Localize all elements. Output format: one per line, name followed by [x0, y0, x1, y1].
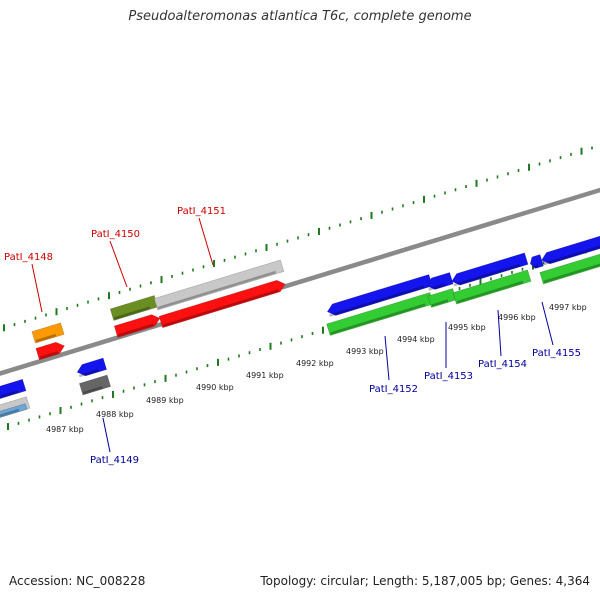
gene-4148-orange[interactable]: [31, 322, 65, 344]
gene-label-4153[interactable]: PatI_4153: [424, 371, 473, 382]
scale-label-4990: 4990 kbp: [196, 383, 234, 392]
gene-left-lightblue[interactable]: [0, 403, 28, 421]
scale-label-4989: 4989 kbp: [146, 396, 184, 405]
gene-4148-red[interactable]: [35, 340, 66, 361]
gene-4156-blue[interactable]: [540, 233, 600, 266]
scale-label-4987: 4987 kbp: [46, 425, 84, 434]
gene-4149-darkgray[interactable]: [79, 374, 111, 396]
gene-4151-red[interactable]: [158, 278, 287, 329]
gene-label-4154[interactable]: PatI_4154: [478, 359, 527, 370]
scale-label-4988: 4988 kbp: [96, 410, 134, 419]
leader-line-4150: [109, 240, 128, 288]
leader-line-4155: [541, 301, 554, 346]
gene-4150-red[interactable]: [113, 313, 161, 338]
leader-line-4152: [384, 335, 390, 381]
gene-4153-blue[interactable]: [425, 272, 454, 291]
gene-4153-green[interactable]: [427, 288, 457, 308]
gene-4149-blue[interactable]: [75, 357, 107, 378]
gene-label-4150[interactable]: PatI_4150: [91, 229, 140, 240]
lower-tick-ring: [7, 245, 597, 431]
genome-backbone: [0, 187, 600, 376]
gene-4155-blue[interactable]: [529, 254, 544, 270]
gene-label-4152[interactable]: PatI_4152: [369, 384, 418, 395]
upper-tick-ring: [3, 146, 593, 332]
scale-label-4994: 4994 kbp: [397, 335, 435, 344]
gene-4156-green[interactable]: [539, 251, 600, 285]
map-title: Pseudoalteromonas atlantica T6c, complet…: [128, 9, 472, 24]
scale-label-4993: 4993 kbp: [346, 347, 384, 356]
gene-4154-green[interactable]: [452, 269, 532, 305]
gene-left-blue[interactable]: [0, 378, 27, 400]
leader-line-4151: [198, 217, 214, 266]
scale-label-4992: 4992 kbp: [296, 359, 334, 368]
scale-label-4995: 4995 kbp: [448, 323, 486, 332]
scale-label-4996: 4996 kbp: [498, 313, 536, 322]
scale-label-4991: 4991 kbp: [246, 371, 284, 380]
gene-label-4151[interactable]: PatI_4151: [177, 206, 226, 217]
gene-label-4149[interactable]: PatI_4149: [90, 455, 139, 466]
leader-line-4154: [497, 309, 502, 357]
leader-line-4148: [31, 263, 43, 313]
scale-label-4997: 4997 kbp: [549, 303, 587, 312]
gene-4154-blue[interactable]: [450, 252, 529, 287]
accession-text: Accession: NC_008228: [9, 574, 146, 588]
genome-stats-text: Topology: circular; Length: 5,187,005 bp…: [260, 574, 590, 588]
gene-4151-gray[interactable]: [153, 259, 285, 311]
leader-line-4149: [102, 417, 111, 453]
gene-label-4148[interactable]: PatI_4148: [4, 252, 53, 263]
gene-label-4155[interactable]: PatI_4155: [532, 348, 581, 359]
